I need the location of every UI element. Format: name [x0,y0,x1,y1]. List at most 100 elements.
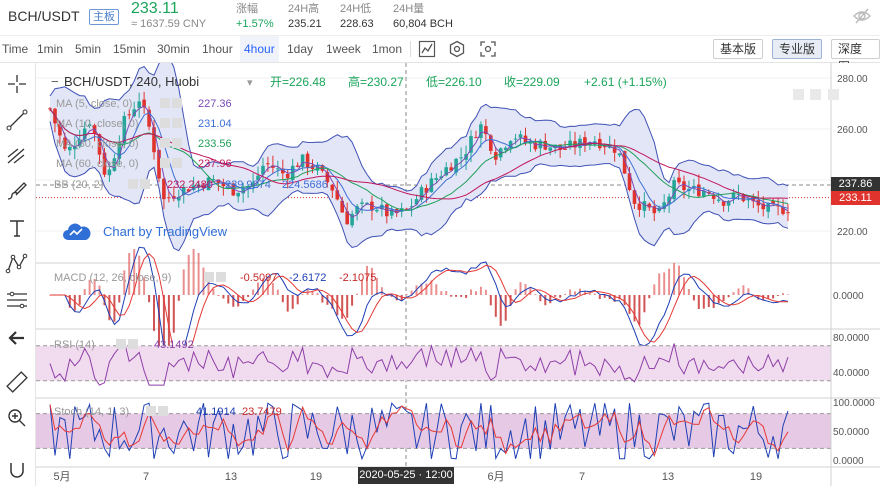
interval-4hour[interactable]: 4hour [240,36,279,62]
rsi-tick-label: 40.0000 [833,368,870,379]
candle-body [746,199,751,201]
legend-settings-button[interactable] [160,118,170,128]
fib-icon[interactable] [4,287,30,313]
magnet-icon[interactable] [4,457,30,483]
candle-body [82,128,87,140]
legend-settings-button[interactable] [116,339,126,349]
legend-settings-button[interactable] [160,158,170,168]
stoch-tick-label: 0.0000 [833,456,864,467]
candle-body [112,158,117,171]
candle-body [300,154,305,167]
text-icon[interactable] [4,215,30,241]
zoom-icon[interactable] [4,405,30,431]
interval-15min[interactable]: 15min [113,42,146,56]
crosshair-icon[interactable] [4,71,30,97]
stoch-d-line [49,404,789,458]
macd-legend-name: MACD (12, 26, close, 9) [54,272,171,284]
interval-1mon[interactable]: 1mon [372,42,403,56]
candle-body [741,194,746,202]
candle-body [469,136,473,153]
interval-1day[interactable]: 1day [287,42,314,56]
pro-view-button[interactable]: 专业版 [772,39,823,59]
toolbar-divider [410,41,411,57]
macd-histogram-bar [752,294,755,295]
ruler-icon[interactable] [4,369,30,395]
macd-histogram-bar [732,292,735,295]
ma-legend-value: 237.96 [198,158,232,170]
candle-body [647,203,652,208]
watermark-text[interactable]: Chart by TradingView [103,224,228,239]
back-arrow-icon[interactable] [4,325,30,351]
macd-histogram-bar [747,288,750,295]
fullscreen-icon[interactable] [479,40,497,58]
candle-body [459,157,463,159]
candle-body [147,109,151,127]
macd-histogram-bar [460,295,463,297]
depth-view-button[interactable]: 深度图 [831,39,880,74]
legend-settings-button[interactable] [160,138,170,148]
indicators-icon[interactable] [448,40,466,58]
candle-body [122,116,127,144]
legend-settings-button[interactable] [146,406,156,416]
macd-histogram-bar [628,295,631,314]
macd-histogram-bar [257,282,259,295]
legend-close-button[interactable] [128,339,138,349]
candle-body [172,196,176,199]
interval-5min[interactable]: 5min [75,42,102,56]
legend-close-button[interactable] [140,179,150,189]
macd-histogram-bar [435,284,438,295]
legend-minimize-button[interactable] [793,89,804,100]
legend-settings-button[interactable] [128,179,138,189]
macd-histogram-bar [143,277,146,295]
interval-30min[interactable]: 30min [157,42,190,56]
chart-canvas[interactable]: 280.00260.00240.00220.000.000080.000040.… [36,63,880,486]
candle-body [702,190,706,197]
legend-close-button[interactable] [172,138,182,148]
macd-histogram-bar [172,295,175,333]
macd-histogram-bar [361,279,363,295]
candle-body [533,142,538,150]
drawing-toolbar [0,63,36,486]
macd-histogram-bar [351,295,354,306]
interval-time[interactable]: Time [2,42,29,56]
legend-close-button[interactable] [172,158,182,168]
trend-line-icon[interactable] [4,107,30,133]
legend-settings-button[interactable] [204,272,214,282]
candle-body [484,126,488,135]
legend-close-button[interactable] [827,89,839,100]
macd-histogram-bar [331,295,334,309]
candle-body [518,134,523,138]
brush-icon[interactable] [4,179,30,205]
legend-low: 低=226.10 [426,75,482,89]
macd-histogram-bar [405,294,408,295]
ma-legend-value: 233.56 [198,138,232,150]
macd-histogram-bar [440,291,443,295]
candle-type-icon[interactable] [418,40,436,58]
macd-histogram-bar [182,269,185,295]
macd-histogram-bar [341,295,344,319]
pitchfork-icon[interactable] [4,143,30,169]
macd-histogram-bar [494,295,497,317]
candle-body [211,179,216,180]
basic-view-button[interactable]: 基本版 [713,39,764,59]
macd-histogram-bar [153,295,155,331]
legend-close-button[interactable] [172,118,182,128]
macd-histogram-bar [118,295,121,303]
macd-histogram-bar [762,295,765,301]
legend-settings-button[interactable] [160,98,170,108]
time-cursor-label: 2020-05-25 · 12:00 [358,467,454,484]
macd-histogram-bar [286,295,289,312]
pattern-icon[interactable] [4,251,30,277]
legend-maximize-button[interactable] [810,89,822,100]
interval-1min[interactable]: 1min [37,42,64,56]
interval-1week[interactable]: 1week [326,42,361,56]
hide-eye-icon[interactable] [852,6,872,26]
pair-name[interactable]: BCH/USDT [8,8,80,24]
legend-close-button[interactable] [158,406,168,416]
interval-1hour[interactable]: 1hour [202,42,233,56]
candle-body [201,185,206,189]
stoch-legend-name: Stoch (14, 1, 3) [54,406,129,418]
candle-body [196,184,201,188]
legend-close-button[interactable] [172,98,182,108]
legend-close-button[interactable] [216,272,226,282]
